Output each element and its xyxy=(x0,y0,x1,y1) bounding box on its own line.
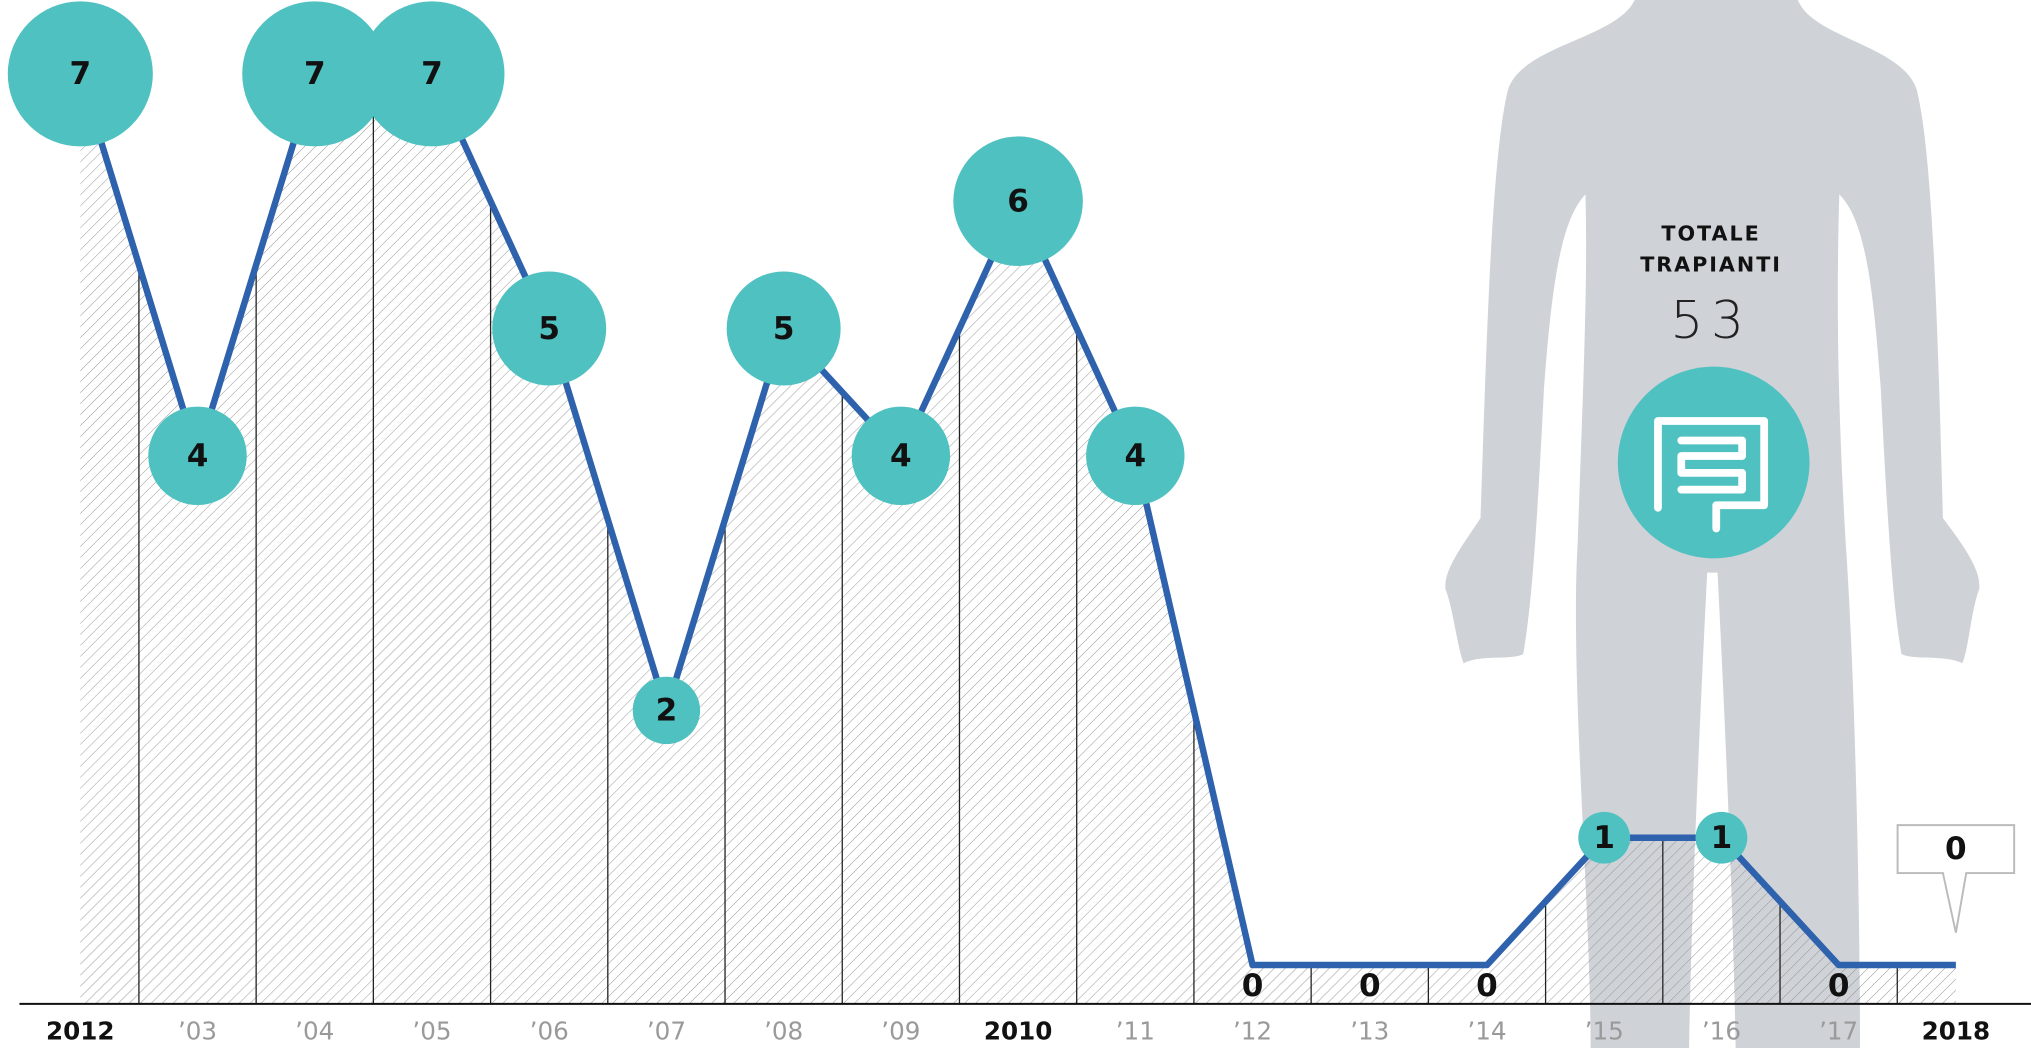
callout xyxy=(1896,824,2016,933)
marker xyxy=(1695,811,1748,864)
value-label: 0 xyxy=(1242,968,1264,1004)
marker xyxy=(726,271,841,386)
value-label: 0 xyxy=(1476,968,1498,1004)
x-tick-label: 2010 xyxy=(984,1016,1052,1045)
x-tick-label: ’14 xyxy=(1467,1016,1506,1045)
x-tick-label: ’05 xyxy=(412,1016,451,1045)
x-tick-label: ’16 xyxy=(1702,1016,1741,1045)
value-label: 5 xyxy=(538,311,560,347)
value-label: 4 xyxy=(187,438,209,474)
value-label: 0 xyxy=(1828,968,1850,1004)
x-tick-label: ’03 xyxy=(178,1016,217,1045)
x-tick-label: ’12 xyxy=(1233,1016,1272,1045)
value-label: 7 xyxy=(421,56,443,92)
total-value: 53 xyxy=(1670,291,1751,351)
x-tick-label: ’07 xyxy=(647,1016,686,1045)
value-label: 4 xyxy=(890,438,912,474)
value-label: 7 xyxy=(304,56,326,92)
x-tick-label: ’15 xyxy=(1585,1016,1624,1045)
total-label: TRAPIANTI xyxy=(1640,253,1782,277)
marker xyxy=(851,406,951,506)
x-tick-label: ’04 xyxy=(295,1016,334,1045)
value-label: 6 xyxy=(1007,183,1029,219)
x-tick-label: ’06 xyxy=(530,1016,569,1045)
marker xyxy=(242,1,388,147)
marker xyxy=(1086,406,1185,506)
x-tick-label: ’09 xyxy=(881,1016,920,1045)
marker xyxy=(953,136,1083,266)
marker xyxy=(7,1,153,147)
value-label: 4 xyxy=(1125,438,1147,474)
x-tick-label: 2012 xyxy=(46,1016,115,1045)
x-tick-label: ’11 xyxy=(1116,1016,1155,1045)
value-label: 7 xyxy=(69,56,91,92)
value-label: 5 xyxy=(773,311,795,347)
marker xyxy=(1578,811,1631,864)
value-label: 0 xyxy=(1359,968,1381,1004)
intestine-icon xyxy=(1617,366,1810,559)
x-tick-label: ’08 xyxy=(764,1016,803,1045)
area xyxy=(80,73,1956,1004)
marker xyxy=(359,1,505,147)
marker xyxy=(492,271,607,386)
x-tick-label: 2018 xyxy=(1922,1016,1990,1045)
x-tick-label: ’17 xyxy=(1819,1016,1858,1045)
marker xyxy=(632,676,701,745)
value-label: 0 xyxy=(1945,831,1967,867)
x-tick-label: ’13 xyxy=(1350,1016,1389,1045)
marker xyxy=(148,406,247,506)
total-label: TOTALE xyxy=(1661,222,1760,246)
value-label: 2 xyxy=(656,693,678,729)
value-label: 1 xyxy=(1711,820,1733,856)
value-label: 1 xyxy=(1593,820,1615,856)
